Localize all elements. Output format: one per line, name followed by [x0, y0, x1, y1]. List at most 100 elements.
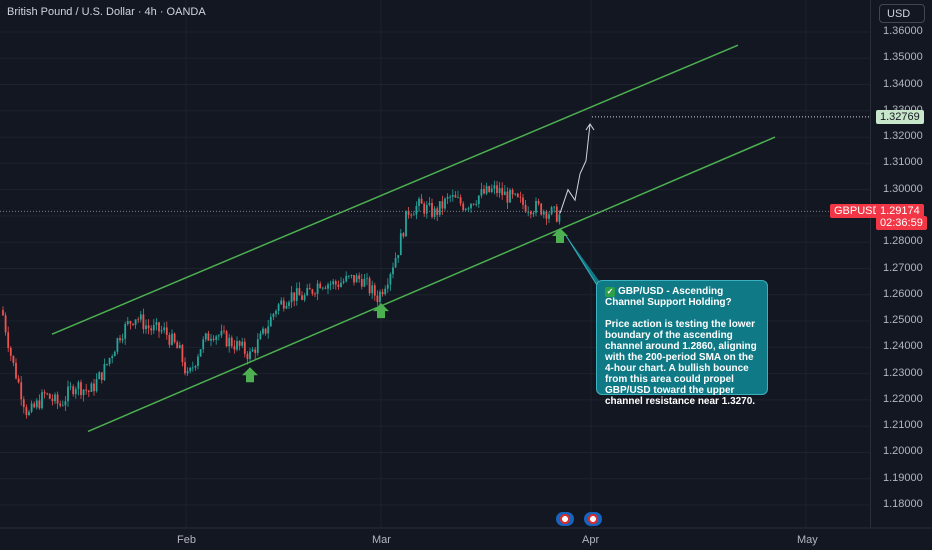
candle-body [394, 258, 397, 268]
candle-body [488, 186, 491, 192]
candle-body [46, 393, 49, 395]
candle-body [264, 328, 267, 334]
us-flag-icon[interactable] [556, 512, 574, 526]
candle-body [254, 349, 257, 353]
candle-body [350, 274, 353, 276]
candle-body [527, 211, 530, 213]
candle-body [480, 189, 483, 196]
candle-body [496, 185, 498, 194]
candle-body [184, 362, 186, 374]
candle-body [397, 255, 400, 259]
candle-body [249, 351, 251, 360]
candle-body [438, 201, 441, 215]
candle-body [82, 389, 85, 396]
candle-body [405, 210, 407, 237]
candle-body [303, 295, 306, 300]
candle-body [259, 333, 262, 340]
candle-body [373, 285, 376, 296]
candle-body [228, 337, 231, 347]
candle-body [537, 201, 540, 204]
candle-body [555, 206, 558, 222]
analysis-callout[interactable]: ✓ GBP/USD - Ascending Channel Support Hol… [596, 280, 768, 407]
candle-body [225, 331, 228, 347]
price-tick-label: 1.34000 [883, 77, 923, 90]
candle-body [470, 203, 472, 209]
candle-body [181, 345, 184, 363]
candle-body [428, 202, 431, 205]
candle-body [186, 371, 189, 374]
candle-body [106, 363, 108, 365]
candle-body [376, 295, 379, 303]
candle-body [22, 399, 25, 408]
candle-body [462, 203, 465, 211]
candle-body [288, 302, 290, 306]
price-axis[interactable]: 1.360001.350001.340001.330001.320001.310… [870, 0, 932, 528]
price-tick-label: 1.21000 [883, 419, 923, 432]
candle-body [155, 322, 158, 326]
candle-body [353, 274, 355, 283]
time-axis-label: Feb [177, 534, 196, 546]
candle-body [485, 186, 488, 194]
candle-body [285, 305, 288, 309]
candle-body [355, 275, 358, 283]
candle-body [511, 189, 514, 195]
price-tick-label: 1.22000 [883, 392, 923, 405]
current-price-tag: 1.29174 [876, 204, 924, 218]
candle-body [251, 349, 254, 352]
symbol-tag: GBPUSD [830, 204, 885, 218]
candle-body [56, 394, 59, 404]
price-tick-label: 1.27000 [883, 261, 923, 274]
candle-body [340, 282, 342, 287]
candle-body [238, 341, 241, 346]
candle-body [327, 284, 329, 289]
countdown-tag: 02:36:59 [876, 216, 927, 230]
candle-body [418, 198, 420, 207]
candle-body [25, 407, 28, 416]
candle-body [529, 211, 532, 215]
candle-body [145, 325, 147, 330]
candle-body [524, 204, 527, 212]
candle-body [420, 198, 423, 204]
candle-body [191, 367, 194, 369]
candle-body [93, 383, 95, 392]
candle-body [514, 193, 517, 195]
candle-body [74, 389, 77, 395]
price-tick-label: 1.23000 [883, 366, 923, 379]
candle-body [311, 289, 314, 294]
candle-body [67, 386, 69, 402]
time-axis-label: Mar [372, 534, 391, 546]
candle-body [542, 211, 545, 215]
currency-button[interactable]: USD [879, 4, 925, 23]
candle-body [363, 278, 366, 287]
candle-body [306, 288, 309, 296]
candle-body [9, 347, 12, 356]
candle-body [558, 214, 561, 222]
candle-body [241, 341, 244, 346]
candle-body [457, 197, 459, 199]
candle-body [399, 233, 402, 256]
candle-body [132, 323, 134, 325]
candle-body [119, 338, 121, 341]
candle-body [202, 339, 205, 350]
candle-body [535, 201, 537, 213]
candle-body [454, 195, 457, 198]
candle-body [246, 353, 249, 360]
candle-body [176, 342, 179, 349]
candle-body [111, 356, 114, 359]
candle-body [7, 332, 10, 348]
candle-body [519, 196, 522, 198]
candle-body [35, 400, 38, 408]
candle-body [490, 188, 493, 192]
candle-body [366, 278, 368, 280]
candle-body [282, 300, 285, 309]
candle-body [204, 333, 207, 340]
candle-body [173, 333, 176, 343]
candle-body [451, 195, 454, 197]
chart-title: British Pound / U.S. Dollar · 4h · OANDA [7, 6, 206, 18]
callout-title: GBP/USD - Ascending Channel Support Hold… [605, 286, 732, 308]
price-tick-label: 1.35000 [883, 51, 923, 64]
candle-body [33, 403, 36, 408]
us-flag-icon[interactable] [584, 512, 602, 526]
